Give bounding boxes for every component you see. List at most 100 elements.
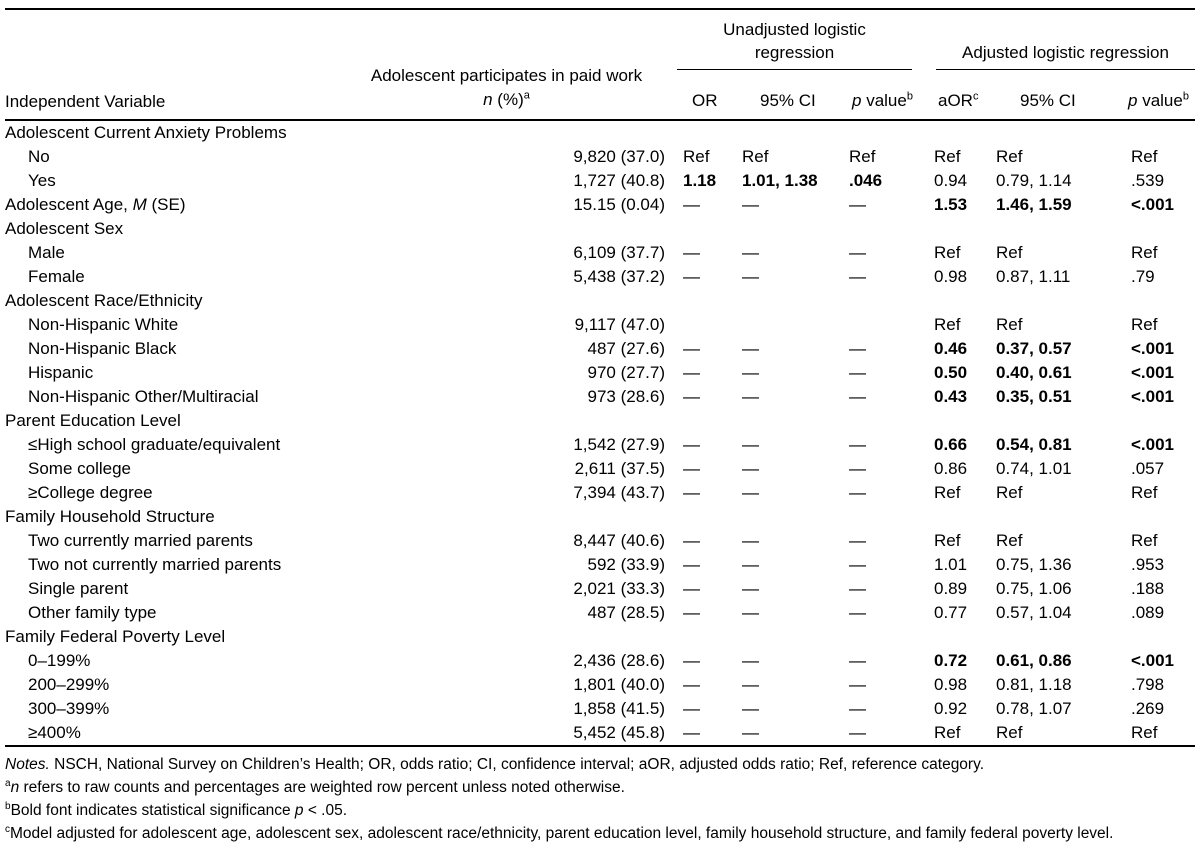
table-row: Two not currently married parents 592 (33… [5,553,1195,577]
section-row: Family Household Structure [5,505,1195,529]
cell-or: — [683,555,700,574]
col-header-or-p: p valueb [843,70,928,120]
cell-or: — [683,435,700,454]
spanner-adjusted-label: Adjusted logistic regression [962,43,1169,62]
value-label: value [861,91,907,110]
cell-or: Ref [683,147,710,166]
row-label: No [28,147,50,166]
cell-aor-ci: 0.79, 1.14 [996,171,1072,190]
row-label: Adolescent Age, M (SE) [5,195,186,214]
cell-or-ci: — [742,339,759,358]
col-header-or: OR [692,91,718,110]
p-symbol: p [1128,91,1138,110]
row-label: Male [28,243,65,262]
paid-work-header-line2: n (%)a [350,88,663,112]
cell-aor-ci: 0.74, 1.01 [996,459,1072,478]
cell-aor-p: .953 [1131,555,1165,574]
cell-n-percent: 15.15 (0.04) [573,195,665,214]
cell-aor-p: Ref [1131,531,1158,550]
percent-label: (%) [492,90,524,109]
cell-or-ci: — [742,459,759,478]
row-label: Hispanic [28,363,94,382]
table-row: ≤High school graduate/equivalent 1,542 (2… [5,433,1195,457]
n-symbol: n [10,779,20,796]
cell-aor: 0.86 [934,459,968,478]
cell-n-percent: 2,021 (33.3) [573,579,665,598]
cell-or: — [683,267,700,286]
cell-aor: 0.72 [934,651,968,670]
cell-or-p: — [849,555,866,574]
note-c: cModel adjusted for adolescent age, adol… [5,823,1114,842]
cell-aor: 1.01 [934,555,968,574]
cell-aor: Ref [934,243,961,262]
cell-or: — [683,699,700,718]
cell-or-p: — [849,579,866,598]
cell-n-percent: 5,452 (45.8) [573,723,665,742]
cell-aor: Ref [934,483,961,502]
row-label: Single parent [28,579,129,598]
cell-or-ci: 1.01, 1.38 [742,171,818,190]
row-label: 0–199% [28,651,91,670]
table-row: Single parent 2,021 (33.3) — — — 0.89 0.75, 1.… [5,577,1195,601]
cell-or-ci: — [742,723,759,742]
cell-or-ci: — [742,267,759,286]
cell-aor-ci: 0.37, 0.57 [996,339,1072,358]
cell-or-p: — [849,651,866,670]
cell-aor: 1.53 [934,195,968,214]
cell-or-p: — [849,531,866,550]
cell-aor-ci: Ref [996,243,1023,262]
cell-aor-p: Ref [1131,483,1158,502]
notes-label: Notes. [5,756,50,773]
header-row-spanners: Independent Variable Adolescent particip… [5,9,1196,111]
cell-n-percent: 487 (27.6) [587,339,666,358]
cell-aor-ci: Ref [996,531,1023,550]
p-symbol: p [852,91,862,110]
footnote-marker-c: c [972,90,979,103]
row-section-label: Family Federal Poverty Level [5,627,226,646]
cell-or [677,313,736,337]
cell-aor: 0.46 [934,339,968,358]
cell-aor-ci: 0.40, 0.61 [996,363,1072,382]
spanner-unadjusted: Unadjusted logistic regression [677,9,928,70]
cell-aor-ci: 0.57, 1.04 [996,603,1072,622]
cell-or-p: — [849,675,866,694]
cell-n-percent: 1,727 (40.8) [573,171,665,190]
footnote-marker-c: c [5,823,10,835]
note-a: an refers to raw counts and percentages … [5,777,625,796]
cell-aor-p: <.001 [1131,363,1175,382]
cell-or-p: .046 [849,171,883,190]
cell-or-ci: — [742,555,759,574]
footnote-marker-a: a [5,777,11,789]
footnote-marker-b: b [1182,90,1189,103]
row-label: ≥College degree [28,483,153,502]
cell-n-percent: 6,109 (37.7) [573,243,665,262]
cell-or-ci: — [742,387,759,406]
table-row: Two currently married parents 8,447 (40.6… [5,529,1195,553]
cell-or-ci: — [742,579,759,598]
spanner-adjusted: Adjusted logistic regression [928,9,1196,70]
cell-aor-ci: 0.75, 1.36 [996,555,1072,574]
regression-table: Independent Variable Adolescent particip… [5,8,1196,747]
cell-aor-ci: Ref [996,723,1023,742]
row-label: Two currently married parents [28,531,253,550]
row-label: Other family type [28,603,157,622]
aor-label: aOR [938,91,973,110]
table-row: ≥400% 5,452 (45.8) — — — Ref Ref Ref [5,721,1195,746]
cell-or: — [683,387,700,406]
row-section-label: Adolescent Race/Ethnicity [5,291,203,310]
cell-or-ci: — [742,243,759,262]
row-label: ≥400% [28,723,81,742]
row-label: Non-Hispanic White [28,315,179,334]
cell-aor: Ref [934,531,961,550]
cell-n-percent: 970 (27.7) [587,363,666,382]
cell-or-ci: — [742,531,759,550]
cell-or-p: — [849,603,866,622]
cell-aor-p: <.001 [1131,387,1175,406]
col-header-independent-variable: Independent Variable [5,9,350,120]
row-label: Some college [28,459,132,478]
row-label: Non-Hispanic Black [28,339,177,358]
cell-aor-p: .188 [1131,579,1165,598]
table-row: Male 6,109 (37.7) — — — Ref Ref Ref [5,241,1195,265]
cell-n-percent: 1,858 (41.5) [573,699,665,718]
cell-aor-p: Ref [1131,147,1158,166]
